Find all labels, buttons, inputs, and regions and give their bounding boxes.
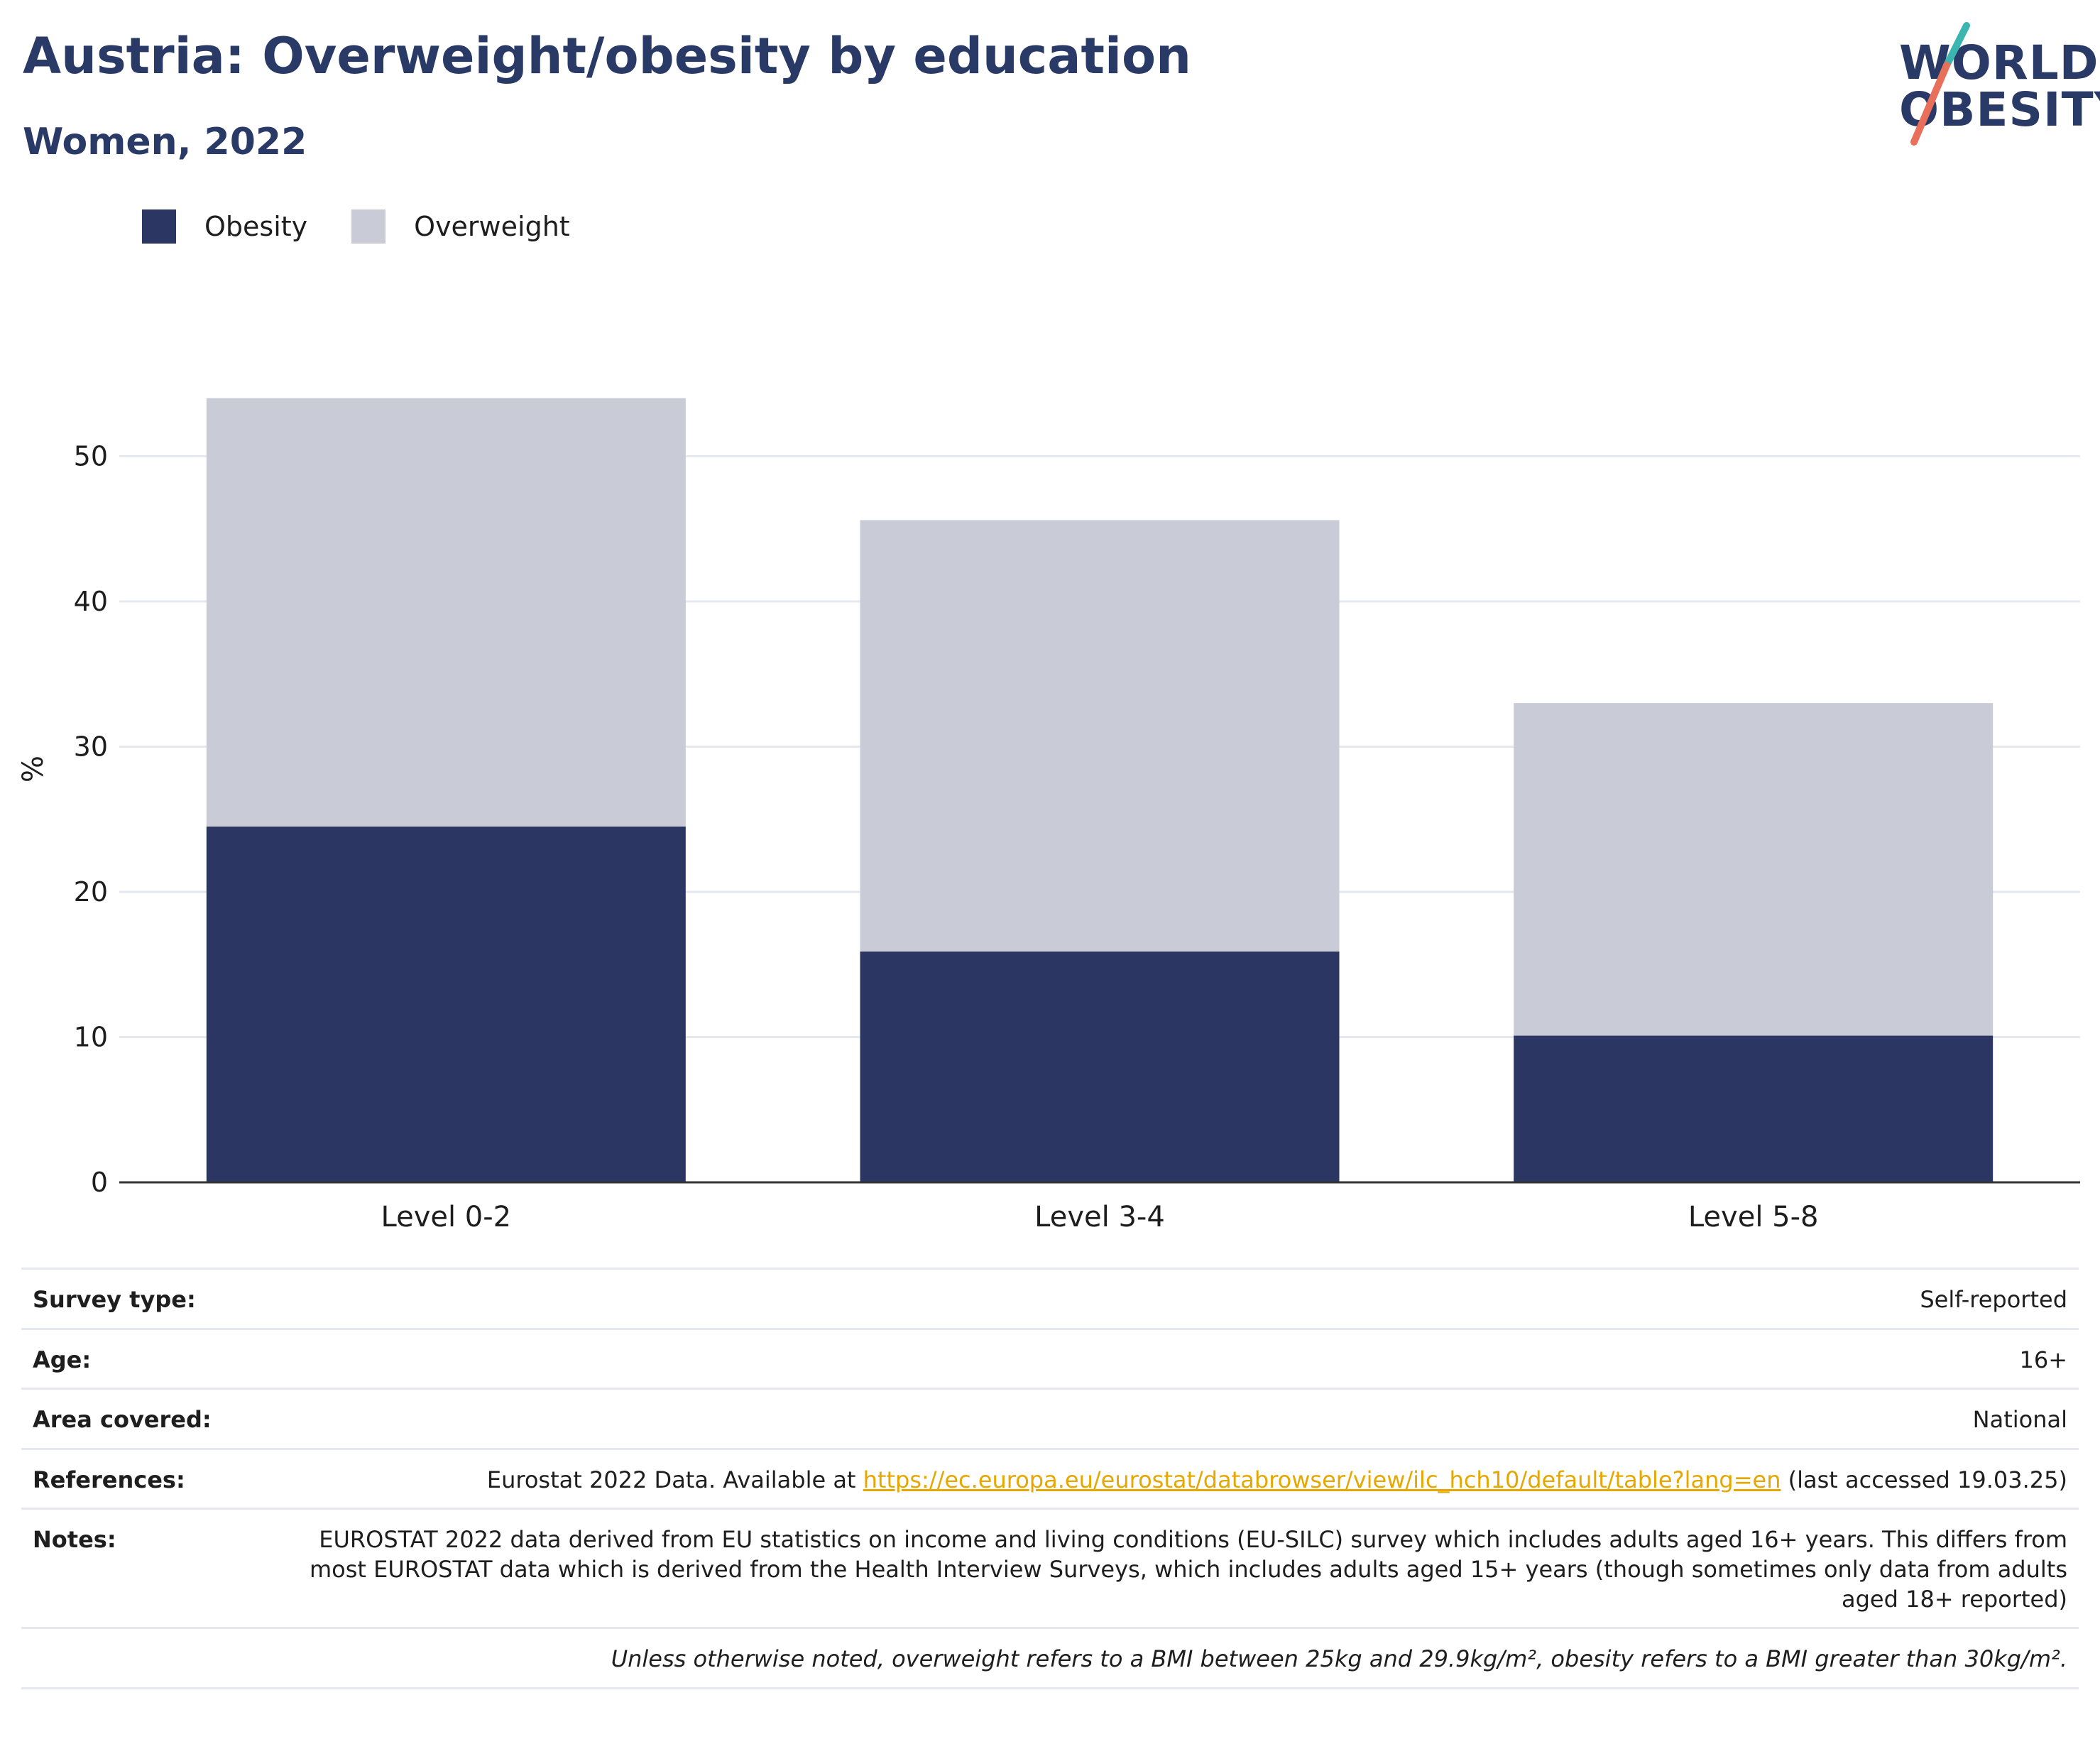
area-value: National [292,1388,2079,1449]
bar-overweight [206,398,686,827]
info-row-age: Age: 16+ [21,1327,2079,1389]
y-tick-label: 40 [74,586,108,617]
y-tick-label: 30 [74,731,108,763]
stacked-bar-chart: 0 10 20 30 40 50 Level 0-2 Level 3-4 Level 5-8 [74,398,2080,1233]
info-row-references: References: Eurostat 2022 Data. Availabl… [21,1447,2079,1509]
notes-label: Notes: [21,1508,292,1628]
info-row-footnote: Unless otherwise noted, overweight refer… [21,1627,2079,1689]
area-label: Area covered: [21,1388,292,1449]
chart-legend: Obesity Overweight [142,209,614,244]
x-tick-label: Level 0-2 [381,1201,512,1233]
references-link[interactable]: https://ec.europa.eu/eurostat/databrowse… [863,1466,1781,1493]
bar-obesity [1514,1035,1994,1182]
bar-obesity [206,826,686,1182]
info-table: Survey type: Self-reported Age: 16+ Area… [21,1268,2079,1689]
footnote: Unless otherwise noted, overweight refer… [21,1627,2079,1689]
y-tick-label: 50 [74,441,108,472]
bar-obesity [860,951,1340,1182]
age-value: 16+ [292,1327,2079,1389]
references-suffix: (last accessed 19.03.25) [1781,1466,2067,1493]
references-label: References: [21,1447,292,1509]
world-obesity-logo: WORLD OBESITY [1846,21,2100,149]
y-tick-label: 20 [74,876,108,908]
bar-overweight [1514,703,1994,1036]
bar-overweight [860,520,1340,952]
chart-title: Austria: Overweight/obesity by education [23,27,1191,85]
logo-coral-stroke [1910,62,1950,146]
legend-item-overweight: Overweight [351,209,570,244]
y-tick-label: 10 [74,1022,108,1053]
survey-type-value: Self-reported [292,1268,2079,1329]
notes-value: EUROSTAT 2022 data derived from EU stati… [292,1508,2079,1628]
legend-swatch-overweight [351,209,386,244]
survey-type-label: Survey type: [21,1268,292,1329]
legend-swatch-obesity [142,209,176,244]
x-tick-label: Level 5-8 [1688,1201,1819,1233]
age-label: Age: [21,1327,292,1389]
legend-label-overweight: Overweight [414,211,570,242]
info-row-area: Area covered: National [21,1388,2079,1449]
references-prefix: Eurostat 2022 Data. Available at [486,1466,863,1493]
chart-subtitle: Women, 2022 [23,121,307,163]
logo-line-1: WORLD [1899,36,2099,90]
logo-teal-stroke [1943,22,1970,69]
references-value: Eurostat 2022 Data. Available at https:/… [292,1447,2079,1509]
info-row-notes: Notes: EUROSTAT 2022 data derived from E… [21,1508,2079,1628]
legend-label-obesity: Obesity [204,211,308,242]
info-row-survey-type: Survey type: Self-reported [21,1268,2079,1329]
legend-item-obesity: Obesity [142,209,307,244]
y-tick-label: 0 [91,1167,108,1198]
logo-slash-icon [1910,22,1970,146]
x-tick-label: Level 3-4 [1034,1201,1165,1233]
